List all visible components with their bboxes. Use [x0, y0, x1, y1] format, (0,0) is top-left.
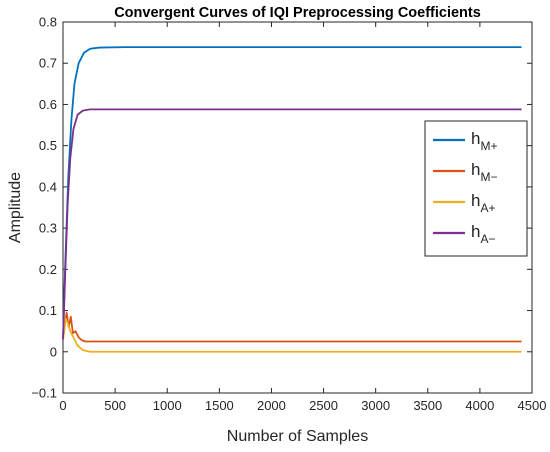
legend-entry: hM+ [471, 129, 497, 153]
series-line-mminus [62, 311, 522, 343]
x-tick-label: 2000 [257, 398, 286, 413]
y-tick-label: 0.2 [39, 262, 57, 277]
legend-entry: hA− [471, 222, 495, 246]
x-tick-label: 1500 [205, 398, 234, 413]
axis-ticks [62, 21, 533, 394]
y-axis-label: Amplitude [7, 172, 24, 243]
series-line-aplus [62, 317, 522, 353]
y-tick-label: 0.3 [39, 221, 57, 236]
y-tick-label: 0 [50, 344, 57, 359]
y-tick-label: 0.4 [39, 179, 57, 194]
series-lines [62, 46, 522, 353]
legend-entry: hM− [471, 160, 497, 184]
y-tick-label: −0.1 [31, 386, 57, 401]
legend: hM+ hM− hA+ hA− [424, 120, 528, 257]
y-tick-labels: −0.1 0 0.1 0.2 0.3 0.4 0.5 0.6 0.7 0.8 [31, 15, 57, 401]
x-tick-label: 500 [104, 398, 126, 413]
y-tick-label: 0.5 [39, 138, 57, 153]
x-tick-label: 3500 [413, 398, 442, 413]
legend-entry: hA+ [471, 191, 495, 215]
y-tick-label: 0.6 [39, 97, 57, 112]
x-tick-label: 0 [59, 398, 66, 413]
y-tick-label: 0.7 [39, 56, 57, 71]
x-tick-label: 4000 [465, 398, 494, 413]
x-tick-label: 4500 [518, 398, 547, 413]
x-axis-label: Number of Samples [227, 428, 368, 445]
y-tick-label: 0.8 [39, 15, 57, 30]
x-tick-label: 1000 [153, 398, 182, 413]
chart-title: Convergent Curves of IQI Preprocessing C… [114, 5, 481, 21]
series-line-aminus [62, 108, 522, 340]
x-tick-labels: 0 500 1000 1500 2000 2500 3000 3500 4000 4500 [59, 398, 546, 413]
y-tick-label: 0.1 [39, 303, 57, 318]
x-tick-label: 2500 [309, 398, 338, 413]
x-tick-label: 3000 [361, 398, 390, 413]
